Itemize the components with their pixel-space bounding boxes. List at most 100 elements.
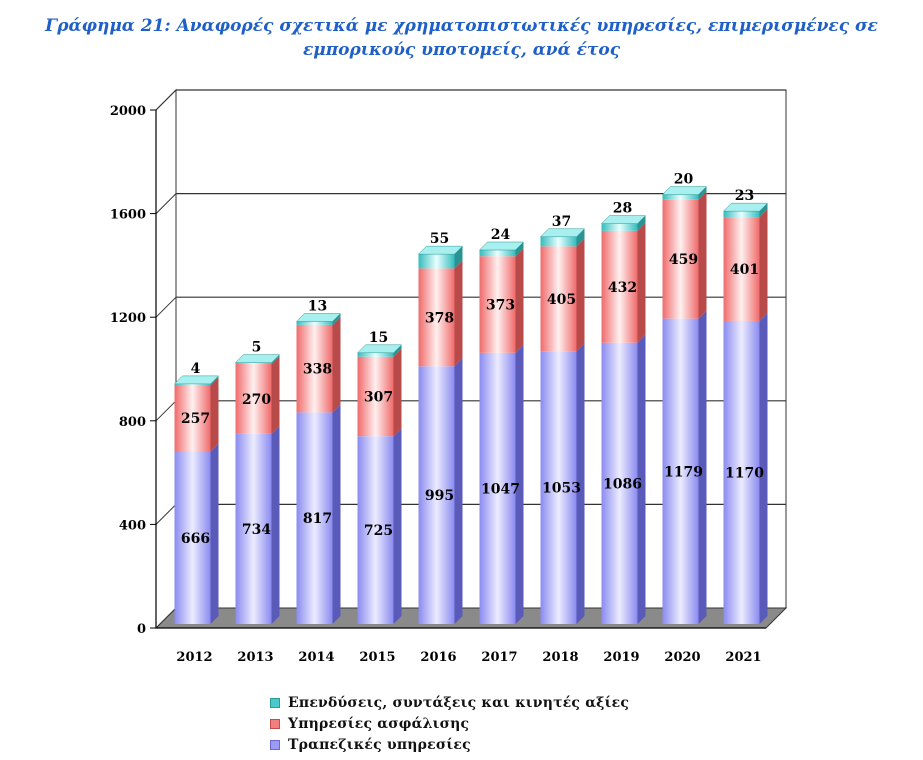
data-label-banking-2019: 1086 xyxy=(603,476,642,492)
bar-side-insurance-2021 xyxy=(759,209,768,321)
data-label-banking-2016: 995 xyxy=(425,488,454,504)
x-tick-label-2012: 2012 xyxy=(176,650,212,665)
data-label-banking-2014: 817 xyxy=(303,511,332,527)
y-tick-label: 1200 xyxy=(110,311,146,326)
bar-top-2018 xyxy=(539,228,586,238)
data-label-insurance-2014: 338 xyxy=(303,362,332,378)
bar-side-insurance-2017 xyxy=(515,248,524,353)
data-label-investments-2012: 4 xyxy=(191,361,201,377)
x-tick-label-2014: 2014 xyxy=(298,650,334,665)
bar-side-investments-2015 xyxy=(393,344,402,357)
bar-insurance-2021 xyxy=(723,209,768,321)
data-label-investments-2017: 24 xyxy=(491,227,511,243)
bar-side-insurance-2012 xyxy=(210,376,219,452)
data-label-banking-2017: 1047 xyxy=(481,481,520,497)
bar-front-investments-2019 xyxy=(601,223,638,231)
bar-insurance-2012 xyxy=(174,376,219,452)
bar-top-2015 xyxy=(356,344,403,354)
bar-top-2017 xyxy=(478,241,525,251)
bar-top-2019 xyxy=(600,215,647,224)
bar-side-banking-2021 xyxy=(759,312,768,624)
data-label-insurance-2016: 378 xyxy=(425,310,454,326)
data-label-banking-2021: 1170 xyxy=(725,465,764,481)
bar-banking-2015 xyxy=(357,428,402,624)
bar-front-insurance-2019 xyxy=(601,230,638,343)
bar-side-investments-2021 xyxy=(759,203,768,218)
bar-front-investments-2018 xyxy=(540,236,577,247)
bar-front-investments-2013 xyxy=(235,362,272,364)
data-label-insurance-2021: 401 xyxy=(730,262,759,278)
chart-title-line-1: Γράφημα 21: Αναφορές σχετικά με χρηματοπ… xyxy=(45,16,878,36)
gridline-diagonal xyxy=(155,504,177,525)
bar-insurance-2016 xyxy=(418,260,463,367)
bar-front-investments-2014 xyxy=(296,321,333,325)
bar-side-insurance-2018 xyxy=(576,238,585,352)
bar-front-investments-2015 xyxy=(357,352,394,357)
data-label-insurance-2015: 307 xyxy=(364,389,393,405)
bar-side-insurance-2014 xyxy=(332,316,341,413)
x-tick-label-2018: 2018 xyxy=(542,650,578,665)
data-label-insurance-2019: 432 xyxy=(608,280,637,296)
bar-front-banking-2018 xyxy=(540,351,577,624)
bar-front-banking-2021 xyxy=(723,320,760,624)
gridline-diagonal xyxy=(155,400,177,422)
bar-insurance-2019 xyxy=(601,222,646,343)
data-label-insurance-2020: 459 xyxy=(669,252,698,268)
legend-swatch-insurance xyxy=(270,718,280,729)
bar-front-banking-2013 xyxy=(235,433,272,624)
bar-side-banking-2018 xyxy=(576,343,585,624)
bar-layer xyxy=(173,186,769,624)
bar-front-insurance-2020 xyxy=(662,199,699,319)
bar-investments-2012 xyxy=(173,375,220,385)
bar-side-banking-2020 xyxy=(698,310,707,624)
data-label-investments-2021: 23 xyxy=(735,188,754,204)
legend-item-insurance: Υπηρεσίες ασφάλισης xyxy=(270,713,690,734)
bar-front-insurance-2017 xyxy=(479,256,516,353)
data-label-insurance-2017: 373 xyxy=(486,298,515,314)
bar-investments-2021 xyxy=(722,202,769,218)
bar-top-2020 xyxy=(661,186,708,195)
bar-top-2014 xyxy=(295,313,342,322)
bar-side-insurance-2015 xyxy=(393,348,402,437)
x-tick-label-2016: 2016 xyxy=(420,650,456,665)
bar-banking-2014 xyxy=(296,404,341,624)
y-tick-label: 1600 xyxy=(110,208,146,223)
bar-side-banking-2017 xyxy=(515,344,524,624)
bar-banking-2016 xyxy=(418,358,463,624)
data-label-insurance-2012: 257 xyxy=(181,411,210,427)
bar-side-investments-2018 xyxy=(576,228,585,247)
bar-side-banking-2016 xyxy=(454,358,463,624)
data-label-investments-2018: 37 xyxy=(552,214,571,230)
bar-banking-2017 xyxy=(479,344,524,624)
bar-top-2016 xyxy=(417,245,464,255)
data-label-banking-2013: 734 xyxy=(242,522,271,538)
bar-front-insurance-2012 xyxy=(174,384,211,452)
bar-front-investments-2016 xyxy=(418,254,455,269)
y-tick-label: 0 xyxy=(137,622,146,637)
chart-title: Γράφημα 21: Αναφορές σχετικά με χρηματοπ… xyxy=(20,14,903,62)
bar-side-investments-2016 xyxy=(454,246,463,269)
gridline-diagonal xyxy=(155,296,177,318)
bar-front-insurance-2016 xyxy=(418,268,455,367)
bar-investments-2015 xyxy=(356,344,403,357)
legend-label-insurance: Υπηρεσίες ασφάλισης xyxy=(288,715,470,732)
data-label-investments-2016: 55 xyxy=(430,231,449,247)
bar-side-insurance-2019 xyxy=(637,222,646,343)
bar-investments-2017 xyxy=(478,241,525,257)
bar-side-insurance-2016 xyxy=(454,260,463,367)
bar-front-insurance-2018 xyxy=(540,246,577,352)
bar-front-banking-2014 xyxy=(296,412,333,624)
legend-label-investments: Επενδύσεις, συντάξεις και κινητές αξίες xyxy=(288,694,630,711)
legend-item-banking: Τραπεζικές υπηρεσίες xyxy=(270,734,690,755)
bar-top-2012 xyxy=(173,375,220,385)
bar-front-banking-2012 xyxy=(174,451,211,624)
data-label-insurance-2018: 405 xyxy=(547,292,576,308)
chart-title-line-2: εμπορικούς υποτομείς, ανά έτος xyxy=(302,40,621,60)
gridline-diagonal xyxy=(155,89,177,111)
bar-investments-2020 xyxy=(661,186,708,200)
bar-investments-2016 xyxy=(417,245,464,269)
bar-side-investments-2014 xyxy=(332,313,341,325)
bar-front-investments-2012 xyxy=(174,383,211,385)
bar-top-2021 xyxy=(722,202,769,212)
legend-item-investments: Επενδύσεις, συντάξεις και κινητές αξίες xyxy=(270,692,690,713)
